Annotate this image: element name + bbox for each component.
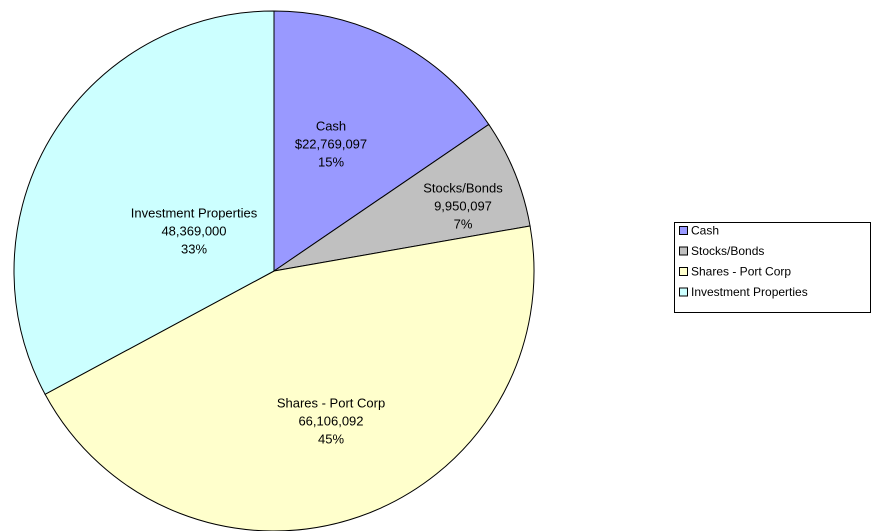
legend: Cash Stocks/Bonds Shares - Port Corp Invest… — [674, 222, 871, 313]
pie-slice — [13, 10, 275, 395]
slice-label-percent: 45% — [318, 431, 344, 446]
legend-label: Shares - Port Corp — [691, 265, 791, 279]
slice-label-value: $22,769,097 — [295, 136, 367, 151]
legend-box — [674, 222, 871, 313]
legend-swatch — [679, 287, 688, 297]
slice-label-name: Investment Properties — [131, 205, 258, 220]
legend-swatch — [679, 246, 688, 256]
legend-label: Stocks/Bonds — [691, 244, 764, 258]
pie-slice — [44, 225, 535, 531]
legend-label: Cash — [691, 224, 719, 238]
pie-slice — [273, 123, 531, 272]
legend-swatch — [679, 267, 688, 276]
slice-label-value: 48,369,000 — [161, 223, 226, 238]
slice-label-name: Cash — [316, 118, 346, 133]
slice-label-value: 9,950,097 — [434, 198, 492, 213]
slice-label-percent: 15% — [318, 154, 344, 169]
pie-slice — [273, 10, 490, 272]
slice-label-value: 66,106,092 — [298, 413, 363, 428]
slice-label-name: Stocks/Bonds — [423, 180, 503, 195]
slice-label-percent: 7% — [454, 216, 473, 231]
legend-label: Investment Properties — [691, 285, 808, 299]
slice-label-name: Shares - Port Corp — [277, 395, 385, 410]
legend-swatch — [679, 226, 688, 235]
slice-label-percent: 33% — [181, 241, 207, 256]
